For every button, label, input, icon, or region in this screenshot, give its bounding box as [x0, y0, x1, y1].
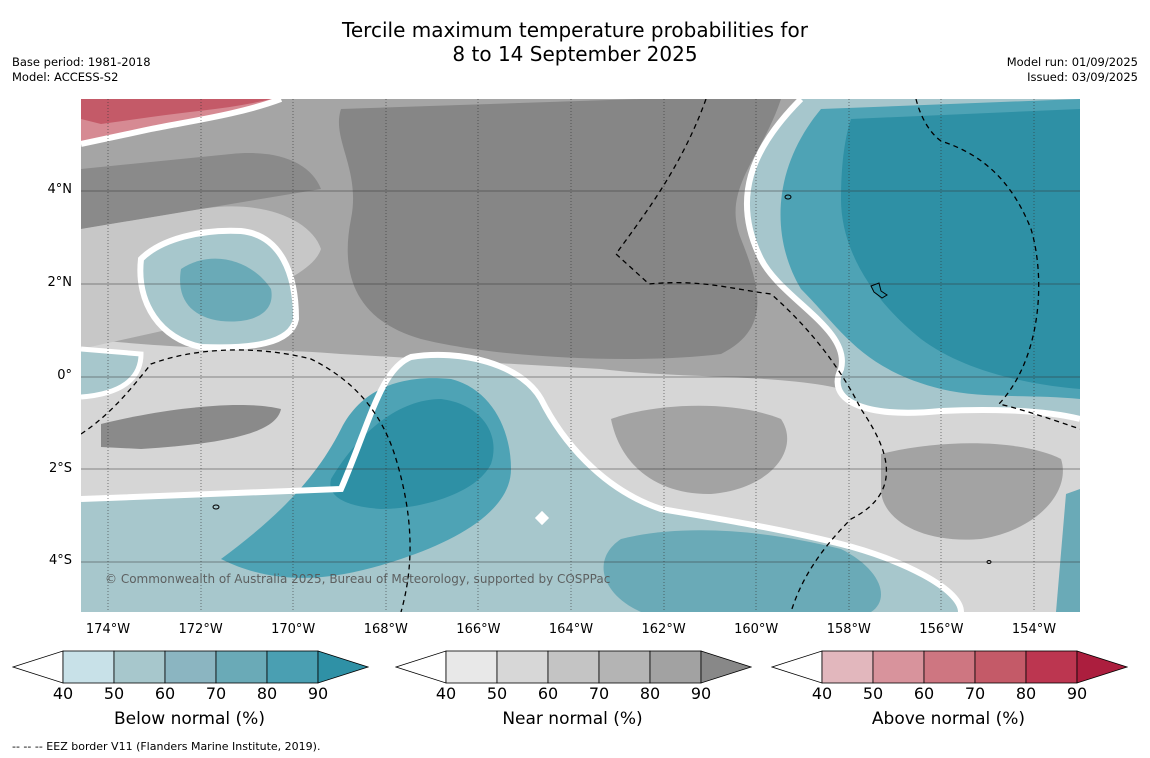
colorbar-tick: 50 [486, 684, 508, 703]
meta-left: Base period: 1981-2018 Model: ACCESS-S2 [12, 55, 151, 85]
islands [212, 194, 992, 564]
lat-label: 4°N [47, 182, 73, 197]
eez-footnote: -- -- -- EEZ border V11 (Flanders Marine… [12, 740, 321, 753]
colorbar-tick: 60 [537, 684, 559, 703]
colorbar-segment [62, 650, 115, 684]
colorbar-tick: 80 [1015, 684, 1037, 703]
below-normal-nw-core [180, 258, 272, 322]
lon-label: 154°W [1011, 622, 1057, 637]
near-normal-gray-se [881, 443, 1063, 540]
near-normal-dark-sw [101, 404, 281, 449]
colorbar-high-triangle [317, 650, 369, 684]
colorbar-low-triangle [771, 650, 823, 684]
lat-gridlines [81, 190, 1080, 563]
above-normal-nw-core [81, 99, 271, 124]
colorbar-segment [445, 650, 498, 684]
lat-label: 2°N [47, 275, 73, 290]
colorbar-segment [821, 650, 874, 684]
lat-label: 0° [57, 368, 72, 383]
colorbar-tick: 40 [435, 684, 457, 703]
title-line-1: Tercile maximum temperature probabilitie… [342, 18, 808, 42]
model-run: Model run: 01/09/2025 [1006, 55, 1138, 69]
colorbar-title: Above normal (%) [871, 709, 1026, 729]
colorbar-tick: 50 [103, 684, 125, 703]
lon-label: 162°W [641, 622, 686, 637]
below-normal-east-core [841, 109, 1080, 389]
colorbar-high-triangle [700, 650, 752, 684]
lon-label: 170°W [271, 622, 316, 637]
colorbar-title: Below normal (%) [114, 709, 265, 729]
base-period: Base period: 1981-2018 [12, 55, 151, 69]
lon-label: 156°W [919, 622, 964, 637]
colorbar-tick: 90 [1066, 684, 1088, 703]
lon-label: 164°W [548, 622, 594, 637]
lon-label: 168°W [363, 622, 408, 637]
colorbar-tick: 80 [256, 684, 278, 703]
colorbar-segment [266, 650, 319, 684]
contour-nw-above [81, 99, 283, 147]
near-normal-dark-core [338, 99, 781, 359]
colorbar-segment [598, 650, 651, 684]
title-line-2: 8 to 14 September 2025 [452, 42, 698, 66]
colorbar-segment [974, 650, 1027, 684]
probability-map [81, 99, 1080, 612]
colorbar-tick: 70 [964, 684, 986, 703]
colorbar-segment [496, 650, 549, 684]
colorbar-tick: 70 [205, 684, 227, 703]
colorbar [12, 650, 369, 684]
colorbar-tick: 90 [307, 684, 329, 703]
white-diamond [534, 510, 550, 526]
issued-date: Issued: 03/09/2025 [1027, 70, 1138, 84]
near-normal-gray-center [611, 405, 788, 495]
contour-nw [137, 227, 300, 351]
colorbar-low-triangle [12, 650, 64, 684]
colorbar-segment [649, 650, 702, 684]
lon-label: 158°W [826, 622, 871, 637]
copyright-notice: © Commonwealth of Australia 2025, Bureau… [105, 572, 611, 586]
map-title: Tercile maximum temperature probabilitie… [0, 18, 1150, 66]
colorbar-segment [215, 650, 268, 684]
colorbar [395, 650, 752, 684]
colorbar-segment [547, 650, 600, 684]
colorbar-segment [872, 650, 925, 684]
colorbar-tick: 70 [588, 684, 610, 703]
contour-east [744, 99, 1080, 422]
colorbar-segment [1025, 650, 1078, 684]
below-normal-south-core [330, 399, 494, 509]
colorbar-tick: 90 [690, 684, 712, 703]
lon-label: 166°W [456, 622, 501, 637]
lon-label: 160°W [734, 622, 779, 637]
meta-right: Model run: 01/09/2025 Issued: 03/09/2025 [1007, 55, 1138, 85]
below-normal-west-edge [81, 349, 141, 397]
contour-south [81, 351, 964, 612]
below-normal-right-edge [1056, 489, 1080, 612]
colorbar [771, 650, 1128, 684]
contour-west-edge [81, 346, 144, 400]
below-normal-se-blob [603, 530, 881, 612]
lat-label: 2°S [48, 461, 72, 476]
map-canvas [81, 99, 1080, 612]
colorbar-tick: 40 [52, 684, 74, 703]
colorbar-tick: 60 [154, 684, 176, 703]
colorbar-high-triangle [1076, 650, 1128, 684]
model-name: Model: ACCESS-S2 [12, 70, 119, 84]
colorbar-tick: 50 [862, 684, 884, 703]
colorbar-segment [923, 650, 976, 684]
lat-label: 4°S [48, 553, 72, 568]
colorbar-tick: 40 [811, 684, 833, 703]
colorbar-tick: 60 [913, 684, 935, 703]
colorbar-low-triangle [395, 650, 447, 684]
lon-label: 174°W [85, 622, 131, 637]
colorbar-segment [164, 650, 217, 684]
colorbar-tick: 80 [639, 684, 661, 703]
eez-borders [81, 99, 1080, 612]
lon-label: 172°W [178, 622, 223, 637]
colorbar-title: Near normal (%) [502, 709, 643, 729]
colorbar-segment [113, 650, 166, 684]
